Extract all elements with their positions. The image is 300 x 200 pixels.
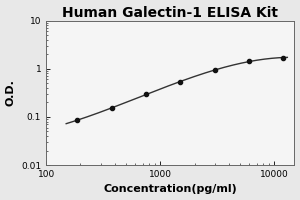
X-axis label: Concentration(pg/ml): Concentration(pg/ml) <box>103 184 237 194</box>
Y-axis label: O.D.: O.D. <box>6 79 16 106</box>
Title: Human Galectin-1 ELISA Kit: Human Galectin-1 ELISA Kit <box>62 6 278 20</box>
